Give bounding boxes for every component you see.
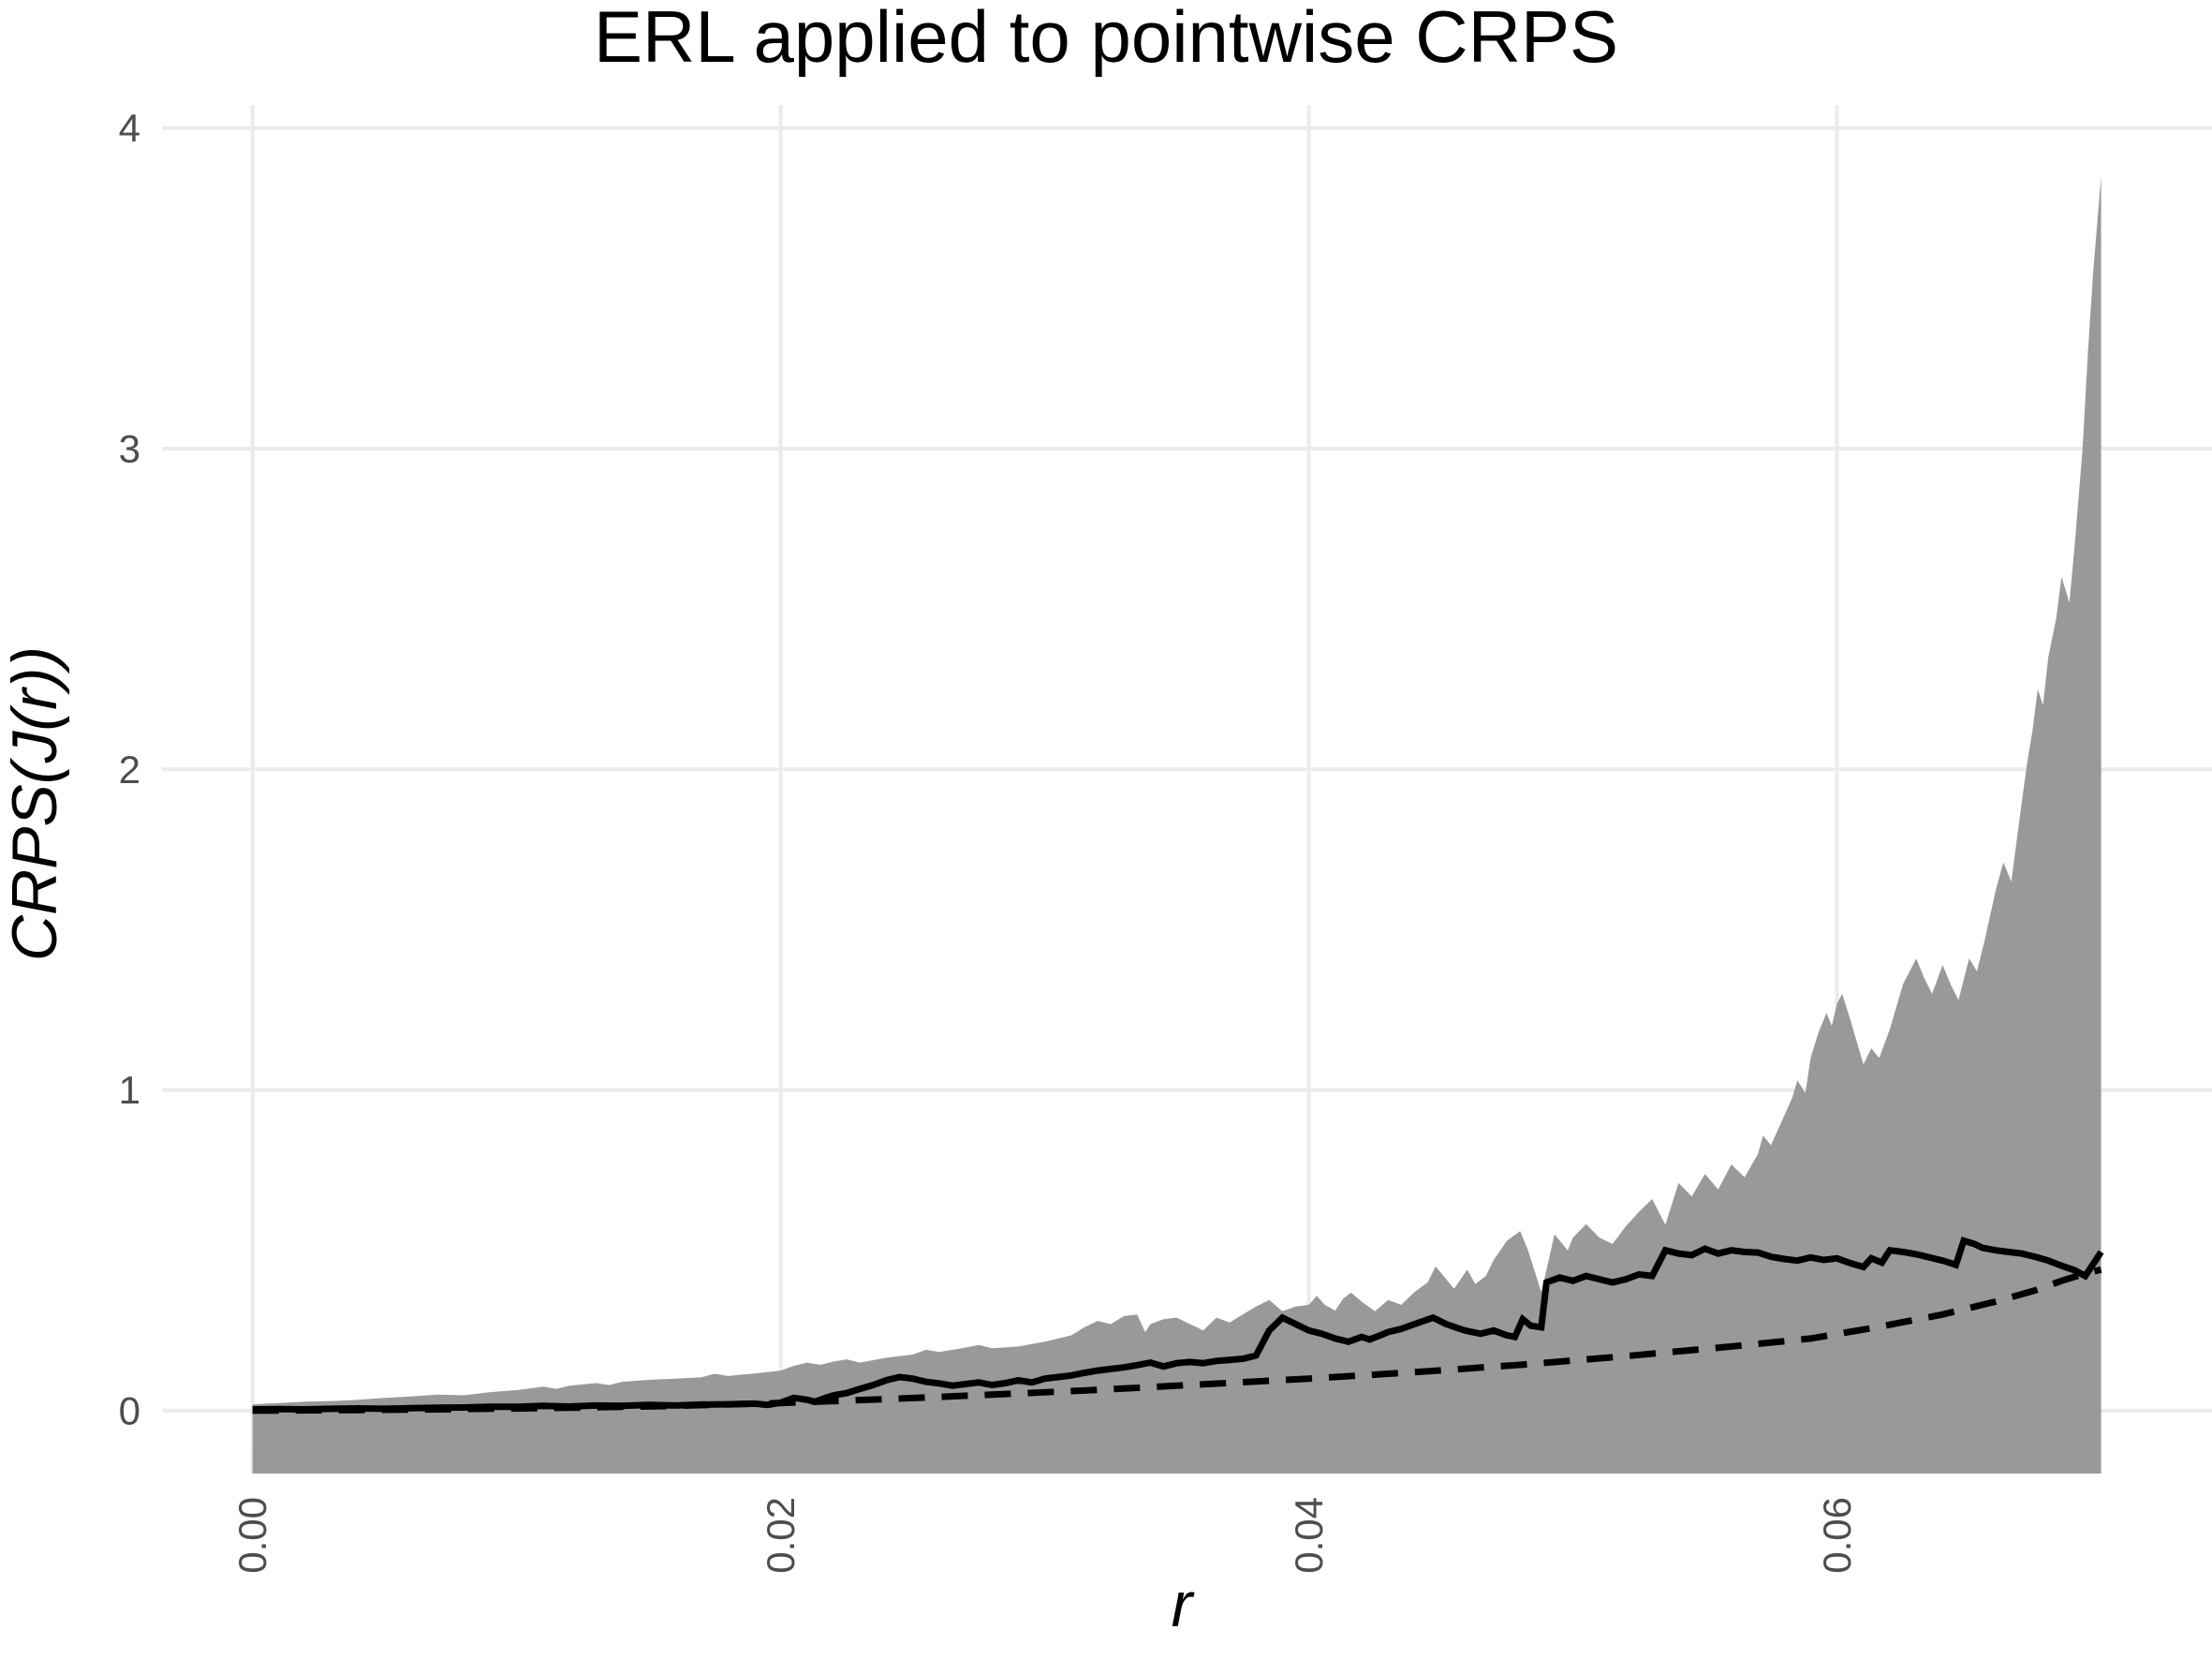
y-tick-label: 0 — [119, 1388, 140, 1432]
envelope-ribbon — [252, 176, 2101, 1474]
x-tick-label: 0.00 — [230, 1497, 274, 1574]
x-tick-label: 0.02 — [759, 1497, 803, 1574]
x-axis-title: r — [1172, 1569, 1195, 1640]
y-tick-label: 4 — [119, 106, 140, 150]
y-tick-label: 2 — [119, 748, 140, 792]
y-tick-label: 1 — [119, 1068, 140, 1112]
x-tick-labels: 0.00 0.02 0.04 0.06 — [230, 1497, 1859, 1574]
y-tick-label: 3 — [119, 426, 140, 470]
observed-solid-line — [252, 1237, 2104, 1414]
x-tick-label: 0.04 — [1287, 1497, 1331, 1574]
y-tick-labels: 0 1 2 3 4 — [119, 106, 140, 1432]
plot-title: ERL applied to pointwise CRPS — [594, 0, 1618, 78]
y-axis-title: CRPS(J(r)) — [0, 646, 70, 961]
x-tick-label: 0.06 — [1815, 1497, 1859, 1574]
